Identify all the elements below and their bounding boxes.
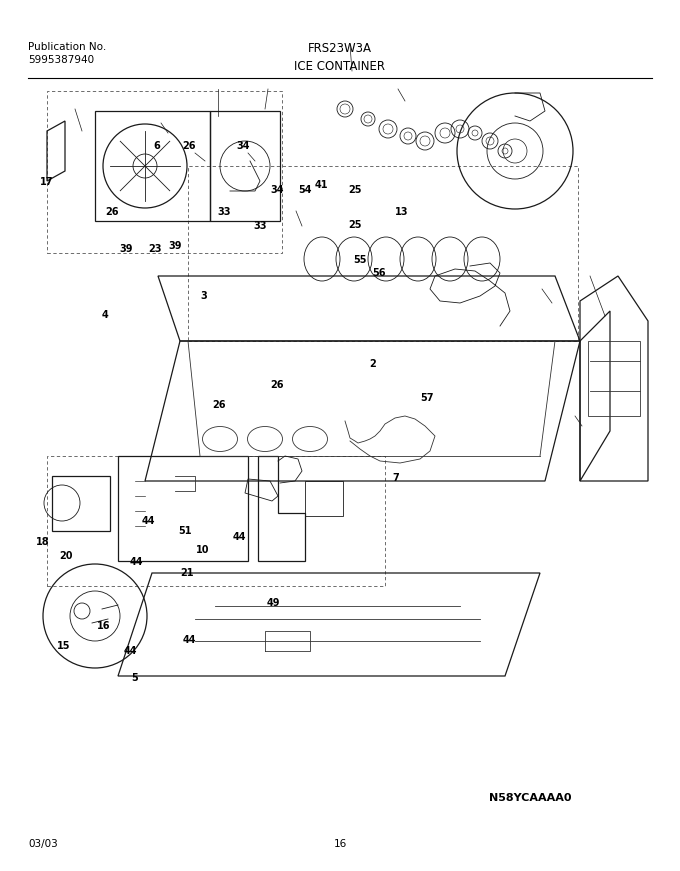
Text: 44: 44: [124, 645, 137, 656]
Bar: [95, 111, 210, 221]
Text: N58YCAAAA0: N58YCAAAA0: [489, 793, 571, 803]
Text: 3: 3: [201, 291, 207, 301]
Text: 25: 25: [348, 219, 362, 230]
Text: 44: 44: [129, 557, 143, 567]
Text: 41: 41: [314, 179, 328, 190]
Text: 26: 26: [271, 380, 284, 390]
Bar: [47, 91, 282, 253]
Text: 44: 44: [233, 532, 246, 543]
Text: Publication No.: Publication No.: [28, 42, 106, 52]
Text: 4: 4: [102, 310, 109, 321]
Text: 15: 15: [56, 641, 70, 652]
Bar: [588, 341, 640, 416]
Text: 2: 2: [369, 359, 376, 369]
Text: 33: 33: [254, 220, 267, 231]
Text: 44: 44: [141, 516, 155, 526]
Text: 18: 18: [36, 537, 50, 547]
Text: 13: 13: [394, 206, 408, 217]
Bar: [188, 166, 578, 341]
Text: 54: 54: [298, 185, 311, 195]
Text: 57: 57: [420, 393, 434, 403]
Text: FRS23W3A: FRS23W3A: [308, 42, 372, 55]
Text: 39: 39: [169, 240, 182, 251]
Text: 26: 26: [182, 141, 196, 152]
Text: 26: 26: [105, 206, 119, 217]
Bar: [52, 476, 110, 531]
Text: 49: 49: [267, 598, 280, 608]
Text: 34: 34: [271, 185, 284, 195]
Text: 21: 21: [180, 568, 194, 578]
Text: 10: 10: [196, 545, 209, 556]
Text: 23: 23: [148, 244, 162, 254]
Text: 17: 17: [39, 177, 53, 187]
Bar: [305, 481, 343, 516]
Text: 39: 39: [119, 244, 133, 254]
Text: 44: 44: [182, 635, 196, 645]
Text: 5: 5: [131, 672, 138, 683]
Text: 03/03: 03/03: [28, 839, 58, 849]
Text: 51: 51: [178, 526, 192, 537]
Text: ICE CONTAINER: ICE CONTAINER: [294, 60, 386, 73]
Text: 16: 16: [333, 839, 347, 849]
Text: 6: 6: [153, 141, 160, 152]
Text: 5995387940: 5995387940: [28, 55, 94, 65]
Text: 34: 34: [237, 141, 250, 152]
Text: 56: 56: [373, 268, 386, 279]
Text: 25: 25: [348, 185, 362, 195]
Text: 55: 55: [354, 254, 367, 265]
Text: 16: 16: [97, 621, 110, 631]
Bar: [47, 456, 385, 586]
Text: 26: 26: [212, 400, 226, 410]
Text: 7: 7: [392, 473, 399, 483]
Text: 20: 20: [59, 550, 73, 561]
Text: 33: 33: [218, 206, 231, 217]
